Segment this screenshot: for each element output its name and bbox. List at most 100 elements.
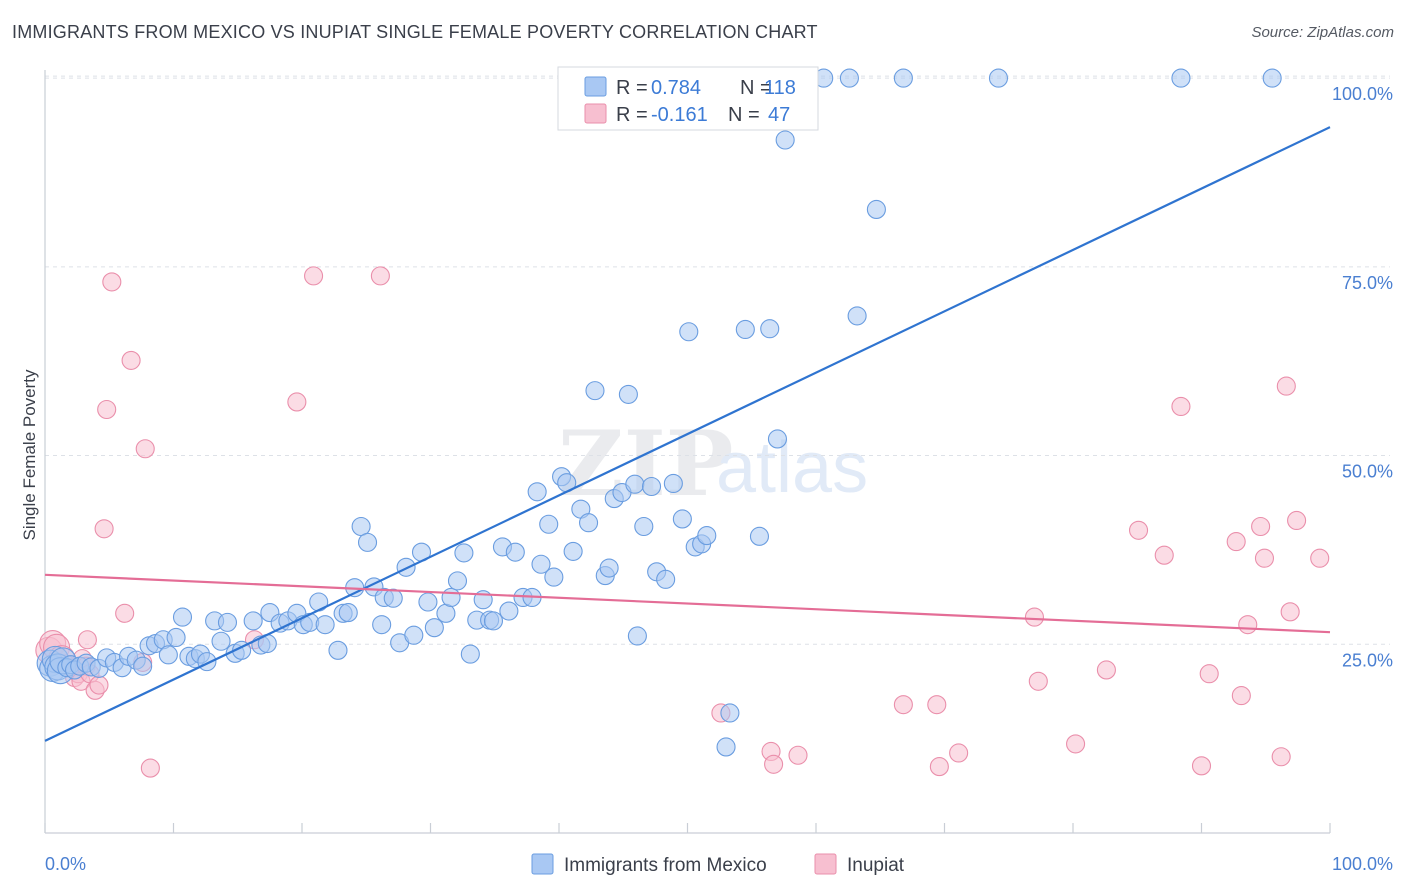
mexico-point xyxy=(760,319,780,339)
mexico-point xyxy=(663,473,683,494)
inupiat-point xyxy=(77,630,97,650)
mexico-point xyxy=(328,640,348,660)
inupiat-point xyxy=(1280,602,1300,622)
y-tick-label-75: 75.0% xyxy=(1342,273,1393,293)
inupiat-point xyxy=(115,603,135,623)
watermark-zip: ZIP xyxy=(558,411,733,517)
mexico-point xyxy=(404,625,424,645)
series-immigrants-from-mexico xyxy=(36,68,1282,757)
x-ticks xyxy=(44,823,1331,833)
inupiat-point xyxy=(1066,734,1086,754)
inupiat-point xyxy=(1276,376,1296,396)
legend-r-label-pink: R = xyxy=(616,104,648,126)
inupiat-point xyxy=(1310,548,1330,568)
mexico-point xyxy=(211,631,231,651)
mexico-point xyxy=(436,603,456,623)
inupiat-point xyxy=(102,272,122,292)
inupiat-point xyxy=(893,695,913,715)
mexico-point xyxy=(505,542,525,562)
mexico-point xyxy=(539,514,559,534)
legend-r-value-blue: 0.784 xyxy=(651,77,701,99)
bottom-legend-label-pink: Inupiat xyxy=(847,855,905,876)
mexico-point xyxy=(697,526,717,546)
inupiat-point xyxy=(97,399,117,420)
legend-n-value-blue: 118 xyxy=(764,77,796,99)
inupiat-point xyxy=(1096,660,1116,680)
mexico-point xyxy=(585,381,605,401)
mexico-point xyxy=(988,68,1009,88)
mexico-point xyxy=(483,611,504,631)
bottom-legend-swatch-pink xyxy=(814,853,837,875)
bottom-legend-swatch-blue xyxy=(531,853,554,875)
inupiat-point xyxy=(304,266,324,286)
mexico-point xyxy=(720,703,740,723)
mexico-point xyxy=(166,627,186,648)
stats-legend: R = 0.784 N = 118 R = -0.161 N = 47 xyxy=(557,66,819,131)
trend-line-mexico xyxy=(44,126,1331,742)
mexico-point xyxy=(656,569,676,589)
legend-n-label-pink: N = xyxy=(728,104,760,126)
y-tick-label-25: 25.0% xyxy=(1342,650,1393,670)
inupiat-point xyxy=(1199,664,1219,684)
mexico-point xyxy=(618,384,638,404)
trend-lines xyxy=(44,126,1331,742)
mexico-point xyxy=(499,601,519,621)
mexico-point xyxy=(243,611,263,631)
inupiat-point xyxy=(370,266,390,286)
mexico-point xyxy=(599,558,619,578)
legend-swatch-blue xyxy=(584,76,607,97)
mexico-point xyxy=(383,588,403,608)
inupiat-point xyxy=(1231,686,1251,706)
inupiat-point xyxy=(1024,607,1044,627)
mexico-point xyxy=(544,567,564,587)
mexico-point xyxy=(172,607,193,627)
inupiat-point xyxy=(287,392,307,412)
x-tick-label-max: 100.0% xyxy=(1332,854,1393,874)
inupiat-point xyxy=(1154,545,1174,565)
x-tick-label-min: 0.0% xyxy=(45,854,86,874)
y-tick-label-100: 100.0% xyxy=(1332,84,1393,104)
mexico-point xyxy=(338,603,358,623)
mexico-point xyxy=(424,618,444,638)
mexico-point xyxy=(839,68,859,88)
mexico-point xyxy=(418,592,438,612)
y-tick-label-50: 50.0% xyxy=(1342,462,1393,482)
mexico-point xyxy=(441,587,461,608)
inupiat-point xyxy=(94,519,114,539)
watermark: ZIP atlas xyxy=(558,411,868,517)
mexico-point xyxy=(315,615,335,635)
inupiat-point xyxy=(1191,756,1212,776)
mexico-point xyxy=(158,645,178,665)
mexico-point xyxy=(847,306,867,326)
inupiat-point xyxy=(949,743,969,763)
y-axis-label: Single Female Poverty xyxy=(20,369,39,541)
source-credit: Source: ZipAtlas.com xyxy=(1251,24,1394,41)
inupiat-point xyxy=(1251,516,1271,537)
mexico-point xyxy=(767,429,788,449)
mexico-point xyxy=(454,543,474,563)
inupiat-point xyxy=(1171,396,1191,417)
inupiat-point xyxy=(1254,548,1275,568)
mexico-point xyxy=(1262,68,1282,88)
legend-swatch-pink xyxy=(584,103,607,124)
mexico-point xyxy=(893,68,913,88)
mexico-point xyxy=(625,474,645,494)
mexico-point xyxy=(372,615,392,635)
mexico-point xyxy=(679,322,699,342)
chart-title: IMMIGRANTS FROM MEXICO VS INUPIAT SINGLE… xyxy=(12,22,818,42)
legend-n-value-pink: 47 xyxy=(768,104,790,126)
mexico-point xyxy=(634,516,654,537)
mexico-point xyxy=(527,482,547,502)
mexico-point xyxy=(133,656,153,676)
mexico-point xyxy=(775,130,795,150)
mexico-point xyxy=(217,612,238,632)
inupiat-point xyxy=(121,350,141,370)
mexico-point xyxy=(866,199,886,220)
watermark-atlas: atlas xyxy=(716,428,868,508)
series-legend: Immigrants from Mexico Inupiat xyxy=(531,853,905,876)
inupiat-point xyxy=(1226,532,1246,552)
legend-n-label-blue: N = xyxy=(740,77,772,99)
inupiat-point xyxy=(89,675,109,695)
inupiat-point xyxy=(1238,615,1258,635)
